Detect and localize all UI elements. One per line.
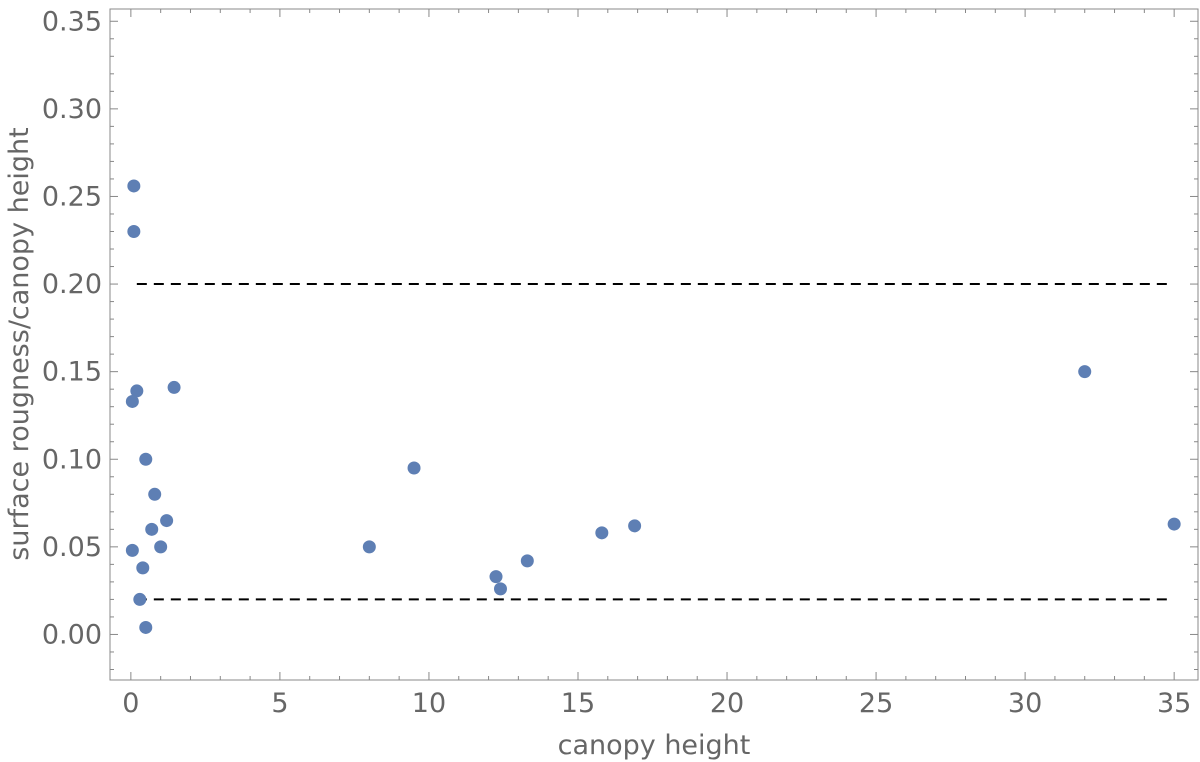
data-point — [1167, 517, 1181, 531]
data-point — [628, 519, 642, 533]
y-tick-label: 0.15 — [42, 357, 102, 388]
data-point — [136, 561, 150, 575]
plot-frame — [109, 8, 1199, 681]
x-tick-label: 10 — [412, 688, 446, 719]
data-point — [595, 526, 609, 540]
data-point — [148, 487, 162, 501]
x-tick-label: 5 — [271, 688, 288, 719]
x-tick-label: 30 — [1008, 688, 1042, 719]
data-point — [154, 540, 168, 554]
x-axis-label: canopy height — [558, 730, 751, 761]
y-tick-label: 0.00 — [42, 619, 102, 650]
x-tick-label: 25 — [859, 688, 893, 719]
data-point — [407, 461, 421, 475]
data-point — [127, 179, 141, 193]
data-point — [133, 592, 147, 606]
data-point — [125, 394, 139, 408]
data-point — [127, 224, 141, 238]
x-tick-label: 0 — [122, 688, 139, 719]
x-tick-label: 20 — [710, 688, 744, 719]
data-point — [520, 554, 534, 568]
data-point — [362, 540, 376, 554]
y-axis-label: surface rougness/canopy height — [4, 127, 35, 560]
y-tick-label: 0.35 — [42, 6, 102, 37]
data-point — [145, 522, 159, 536]
y-tick-label: 0.05 — [42, 532, 102, 563]
data-point — [1078, 365, 1092, 379]
data-point — [167, 380, 181, 394]
x-tick-label: 15 — [561, 688, 595, 719]
data-point — [125, 543, 139, 557]
plot-border — [109, 8, 1199, 681]
y-tick-label: 0.20 — [42, 269, 102, 300]
y-tick-label: 0.25 — [42, 181, 102, 212]
data-point — [160, 514, 174, 528]
data-points — [125, 179, 1181, 634]
data-point — [489, 570, 503, 584]
axis-ticks — [110, 9, 1198, 680]
data-point — [130, 384, 144, 398]
tick-labels: 0 5 10 15 20 25 30 35 0.00 0.05 0.10 0.15 0.20 0.25 0.… — [42, 6, 1191, 719]
data-point — [139, 452, 153, 466]
data-point — [493, 582, 507, 596]
reference-lines — [136, 283, 1169, 601]
y-tick-label: 0.10 — [42, 444, 102, 475]
y-tick-label: 0.30 — [42, 94, 102, 125]
x-tick-label: 35 — [1157, 688, 1191, 719]
data-point — [139, 620, 153, 634]
